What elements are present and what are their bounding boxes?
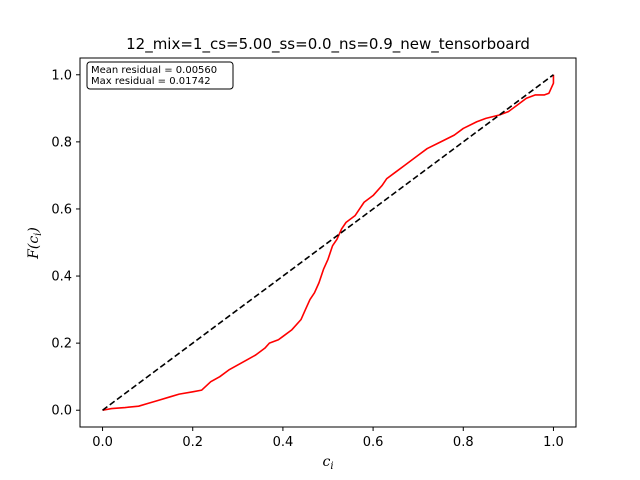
x-tick-label: 0.2 [182, 435, 203, 450]
y-tick-label: 0.4 [51, 270, 72, 285]
chart-title: 12_mix=1_cs=5.00_ss=0.0_ns=0.9_new_tenso… [126, 35, 530, 54]
x-tick-label: 0.4 [273, 435, 294, 450]
x-tick-label: 0.8 [453, 435, 474, 450]
y-tick-label: 0.6 [51, 202, 72, 217]
x-tick-label: 0.0 [92, 435, 113, 450]
y-tick-label: 0.2 [51, 337, 72, 352]
cdf-curve-line [102, 74, 555, 412]
x-axis: 0.0 0.2 0.4 0.6 0.8 1.0 [92, 427, 564, 450]
y-axis-label: F(ci) [26, 227, 44, 260]
mean-residual-text: Mean residual = 0.00560 [91, 65, 217, 76]
y-tick-label: 0.0 [51, 404, 72, 419]
x-tick-label: 0.6 [363, 435, 384, 450]
x-tick-label: 1.0 [543, 435, 564, 450]
y-axis: 0.0 0.2 0.4 0.6 0.8 1.0 [51, 68, 80, 419]
plot-area [102, 74, 555, 412]
x-axis-label: ci [322, 454, 333, 472]
max-residual-text: Max residual = 0.01742 [91, 76, 211, 87]
reference-diagonal-line [102, 74, 554, 411]
plot-frame [79, 57, 577, 428]
y-tick-label: 0.8 [51, 135, 72, 150]
annotation-box: Mean residual = 0.00560 Max residual = 0… [86, 61, 234, 90]
y-tick-label: 1.0 [51, 68, 72, 83]
